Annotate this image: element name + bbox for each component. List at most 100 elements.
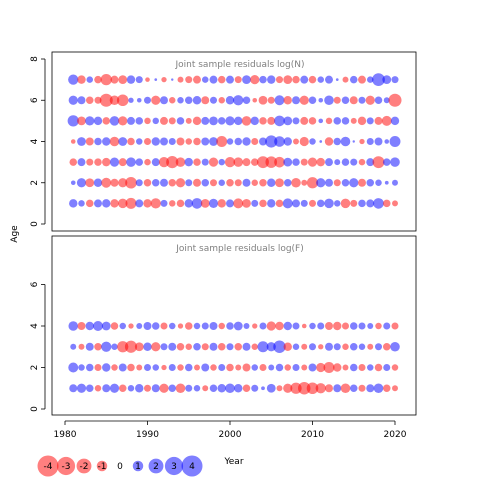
residual-bubble	[274, 95, 285, 106]
residual-bubble	[381, 115, 392, 126]
residual-bubble	[193, 75, 201, 84]
residual-bubble	[259, 363, 267, 372]
residual-bubble	[325, 178, 333, 187]
legend-bubble	[164, 456, 184, 476]
residual-bubble	[349, 363, 358, 372]
residual-bubble	[233, 95, 244, 106]
legend-bubble	[76, 458, 92, 474]
residual-bubble	[110, 322, 119, 330]
residual-bubble	[382, 342, 391, 351]
residual-bubble	[117, 341, 129, 353]
residual-bubble	[333, 343, 341, 351]
residual-bubble	[176, 117, 185, 125]
residual-bubble	[209, 116, 218, 126]
residual-bubble	[77, 96, 86, 105]
residual-bubble	[251, 179, 258, 186]
residual-bubble	[300, 158, 308, 166]
residual-bubble	[191, 198, 203, 209]
residual-bubble	[283, 321, 292, 331]
residual-bubble	[171, 78, 174, 81]
residual-bubble	[218, 97, 225, 104]
residual-bubble	[226, 178, 234, 187]
residual-bubble	[340, 136, 351, 147]
residual-bubble	[266, 383, 276, 393]
residual-bubble	[168, 363, 176, 372]
legend: -4 -3 -2 -1 0 1 2 3 4	[37, 455, 203, 477]
residual-bubble	[217, 384, 226, 393]
residual-bubble	[126, 75, 136, 84]
residual-bubble	[86, 158, 94, 166]
residual-bubble	[94, 96, 102, 104]
residual-bubble	[192, 96, 202, 105]
residual-bubble	[70, 180, 76, 186]
residual-bubble	[85, 363, 94, 372]
residual-bubble	[225, 96, 235, 105]
residual-bubble	[267, 116, 276, 125]
residual-bubble	[242, 384, 251, 393]
residual-bubble	[125, 197, 137, 209]
residual-bubble	[299, 95, 309, 105]
residual-bubble	[325, 384, 333, 393]
residual-bubble	[184, 199, 193, 208]
residual-bubble	[209, 96, 218, 104]
residual-bubble	[358, 363, 366, 372]
residual-bubble	[226, 138, 234, 145]
y-tick-label: 4	[30, 323, 40, 329]
residual-bubble	[349, 342, 358, 351]
residual-bubble	[319, 140, 323, 143]
residual-bubble	[68, 74, 79, 85]
residual-bubble	[325, 158, 333, 167]
panel-log-f-bubbles	[68, 321, 400, 395]
residual-bubble	[102, 384, 111, 393]
residual-bubble	[184, 157, 193, 167]
residual-bubble	[118, 75, 128, 85]
residual-bubble	[209, 75, 218, 84]
residual-bubble	[176, 199, 185, 208]
residual-bubble	[218, 179, 225, 186]
residual-bubble	[242, 96, 251, 105]
residual-bubble	[136, 97, 142, 103]
residual-bubble	[225, 116, 235, 126]
residual-bubble	[359, 138, 365, 145]
residual-bubble	[293, 138, 299, 145]
residual-bubble	[151, 178, 160, 187]
residual-bubble	[169, 200, 176, 207]
legend-bubble	[96, 460, 108, 472]
residual-bubble	[151, 158, 160, 167]
residual-bubble	[358, 322, 366, 330]
residual-bubble	[358, 96, 366, 104]
residual-bubble	[349, 178, 359, 188]
residual-bubble	[350, 158, 358, 166]
residual-bubble	[176, 137, 185, 146]
residual-bubble	[373, 198, 384, 209]
residual-bubble	[160, 178, 168, 187]
residual-bubble	[316, 178, 326, 188]
residual-bubble	[151, 95, 161, 105]
residual-bubble	[374, 343, 383, 351]
residual-bubble	[94, 342, 102, 351]
legend-label: 1	[135, 462, 141, 472]
residual-bubble	[76, 178, 87, 188]
residual-bubble	[265, 135, 278, 148]
legend-bubble	[37, 455, 59, 477]
residual-bubble	[382, 158, 391, 166]
residual-bubble	[275, 76, 284, 84]
residual-bubble	[259, 199, 267, 208]
panel-log-n-y-axis: 0 2 4 6 8	[30, 56, 46, 227]
legend-label: 4	[189, 462, 195, 472]
panel-log-f-frame	[51, 235, 417, 416]
residual-bubble	[185, 179, 193, 187]
panel-log-f: Joint sample residuals log(F) 0 2 4 6	[30, 235, 417, 416]
residual-bubble	[154, 78, 158, 81]
residual-bubble	[145, 77, 150, 82]
residual-bubble	[384, 139, 390, 144]
residual-bubble	[118, 116, 128, 126]
residual-bubble	[193, 322, 201, 330]
residual-bubble	[143, 178, 152, 187]
residual-bubble	[85, 96, 94, 105]
residual-bubble	[210, 364, 217, 371]
residual-bubble	[257, 341, 269, 353]
residual-bubble	[151, 322, 160, 330]
residual-bubble	[69, 384, 78, 393]
residual-bubble	[116, 94, 129, 107]
